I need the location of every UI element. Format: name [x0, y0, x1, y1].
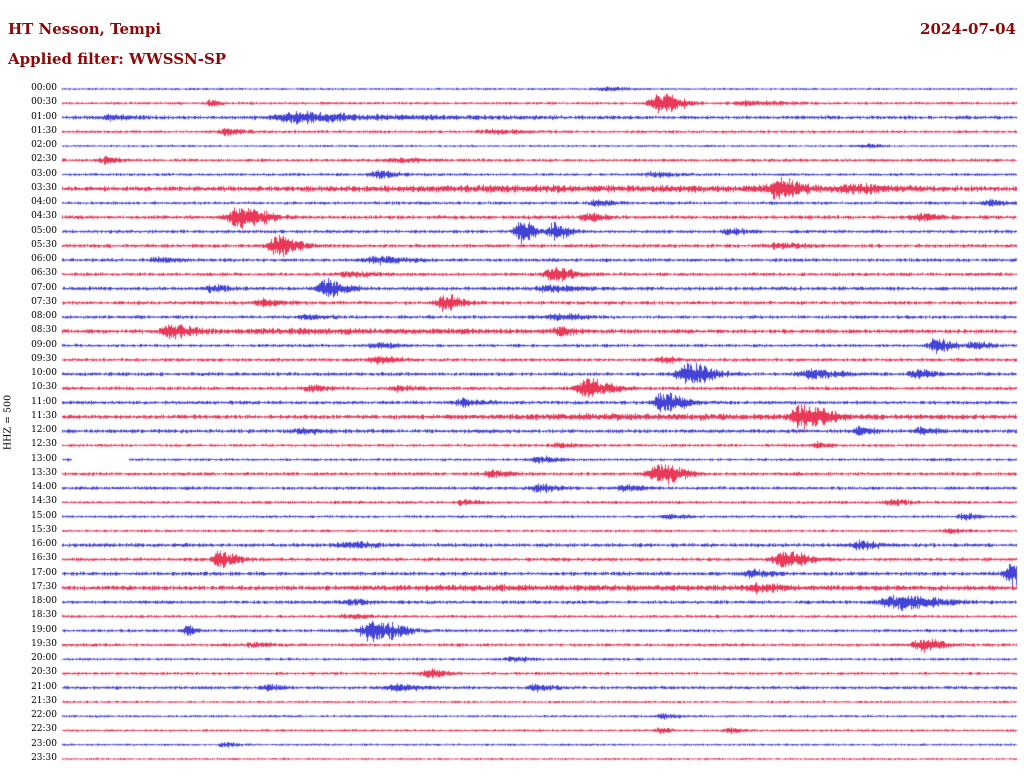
time-label: 22:00: [31, 710, 57, 721]
time-label: 06:00: [31, 254, 57, 265]
time-label: 16:30: [31, 553, 57, 564]
time-label: 19:30: [31, 638, 57, 649]
time-label: 20:30: [31, 667, 57, 678]
time-label: 07:30: [31, 296, 57, 307]
time-label: 03:30: [31, 182, 57, 193]
time-label: 15:00: [31, 510, 57, 521]
time-label: 00:30: [31, 97, 57, 108]
time-label: 17:00: [31, 567, 57, 578]
time-label: 02:30: [31, 154, 57, 165]
time-label: 19:00: [31, 624, 57, 635]
time-label: 09:00: [31, 339, 57, 350]
time-label: 13:00: [31, 453, 57, 464]
station-title: HT Nesson, Tempi: [8, 20, 162, 38]
time-label: 21:00: [31, 681, 57, 692]
time-label: 17:30: [31, 581, 57, 592]
time-label: 01:30: [31, 125, 57, 136]
time-label: 23:00: [31, 738, 57, 749]
time-label: 11:30: [31, 410, 57, 421]
time-label: 04:30: [31, 211, 57, 222]
time-label: 12:30: [31, 439, 57, 450]
time-label: 05:30: [31, 239, 57, 250]
time-label: 07:00: [31, 282, 57, 293]
time-label: 05:00: [31, 225, 57, 236]
time-label: 20:00: [31, 653, 57, 664]
time-label: 00:00: [31, 83, 57, 93]
time-label: 14:30: [31, 496, 57, 507]
time-label: 01:00: [31, 111, 57, 122]
date-label: 2024-07-04: [920, 20, 1016, 38]
time-label: 21:30: [31, 695, 57, 706]
time-label: 23:30: [31, 752, 57, 763]
time-label: 06:30: [31, 268, 57, 279]
time-label: 14:00: [31, 482, 57, 493]
time-label: 04:00: [31, 197, 57, 208]
time-label: 10:00: [31, 368, 57, 379]
time-label: 10:30: [31, 382, 57, 393]
time-label: 03:00: [31, 168, 57, 179]
time-label: 18:30: [31, 610, 57, 621]
time-label: 11:00: [31, 396, 57, 407]
amplitude-scale-label: HHZ = 500: [2, 394, 14, 451]
time-label: 09:30: [31, 353, 57, 364]
time-label: 16:00: [31, 539, 57, 550]
time-label: 08:00: [31, 311, 57, 322]
time-label: 18:00: [31, 596, 57, 607]
time-label: 12:00: [31, 425, 57, 436]
time-label: 15:30: [31, 524, 57, 535]
time-label: 08:30: [31, 325, 57, 336]
filter-label: Applied filter: WWSSN-SP: [8, 50, 227, 68]
time-label: 13:30: [31, 467, 57, 478]
time-label: 02:00: [31, 140, 57, 151]
time-label: 22:30: [31, 724, 57, 735]
